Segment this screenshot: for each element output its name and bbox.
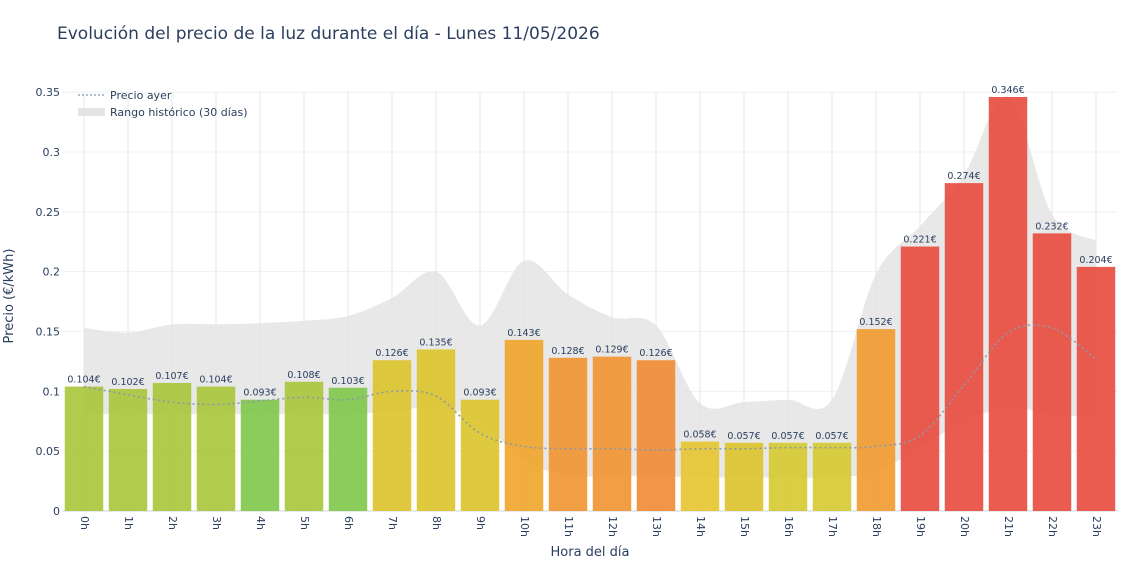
data-label-15h: 0.057€ (727, 431, 760, 442)
bar-21h[interactable] (988, 96, 1028, 511)
data-label-8h: 0.135€ (419, 337, 452, 348)
y-tick-label: 0.3 (43, 146, 61, 159)
bar-15h[interactable] (724, 442, 764, 511)
y-tick-label: 0.05 (36, 445, 61, 458)
x-tick-label-8h: 8h (430, 516, 443, 530)
data-label-16h: 0.057€ (771, 431, 804, 442)
bar-11h[interactable] (548, 357, 588, 511)
data-label-3h: 0.104€ (199, 375, 232, 386)
bar-22h[interactable] (1032, 233, 1072, 511)
x-tick-label-14h: 14h (694, 516, 707, 537)
x-tick-label-21h: 21h (1002, 516, 1015, 537)
x-tick-label-20h: 20h (958, 516, 971, 537)
data-label-14h: 0.058€ (683, 430, 716, 441)
data-label-4h: 0.093€ (243, 388, 276, 399)
data-label-9h: 0.093€ (463, 388, 496, 399)
legend-yesterday-label: Precio ayer (110, 89, 172, 102)
y-tick-label: 0.15 (36, 326, 61, 339)
y-axis-title: Precio (€/kWh) (2, 249, 17, 344)
x-tick-label-19h: 19h (914, 516, 927, 537)
bar-20h[interactable] (944, 183, 984, 512)
data-label-7h: 0.126€ (375, 348, 408, 359)
bar-14h[interactable] (680, 441, 720, 511)
x-tick-label-9h: 9h (474, 516, 487, 530)
data-label-12h: 0.129€ (595, 345, 628, 356)
x-tick-label-3h: 3h (210, 516, 223, 530)
data-label-20h: 0.274€ (947, 171, 980, 182)
x-tick-label-13h: 13h (650, 516, 663, 537)
data-label-17h: 0.057€ (815, 431, 848, 442)
x-tick-label-22h: 22h (1046, 516, 1059, 537)
y-tick-label: 0 (53, 505, 60, 518)
legend-range-label: Rango histórico (30 días) (110, 106, 248, 119)
bar-12h[interactable] (592, 356, 632, 511)
x-tick-label-0h: 0h (78, 516, 91, 530)
bar-17h[interactable] (812, 442, 852, 511)
bar-6h[interactable] (328, 387, 368, 511)
x-tick-label-6h: 6h (342, 516, 355, 530)
data-label-18h: 0.152€ (859, 317, 892, 328)
bar-3h[interactable] (196, 386, 236, 511)
legend[interactable]: Precio ayer Rango histórico (30 días) (78, 89, 248, 119)
data-label-19h: 0.221€ (903, 235, 936, 246)
x-tick-label-17h: 17h (826, 516, 839, 537)
yesterday-price-line (83, 324, 1097, 451)
y-tick-label: 0.25 (36, 206, 61, 219)
bar-5h[interactable] (284, 381, 324, 511)
x-axis-ticks: 0h 1h 2h 3h 4h 5h 6h 7h 8h 9h 10h 11h 12h 13h 14h 15h 16… (78, 516, 1103, 537)
data-label-6h: 0.103€ (331, 376, 364, 387)
x-tick-label-7h: 7h (386, 516, 399, 530)
x-tick-label-5h: 5h (298, 516, 311, 530)
y-axis-ticks: 0 0.05 0.1 0.15 0.2 0.25 0.3 0.35 (36, 86, 61, 518)
historical-range-band (84, 96, 1096, 478)
bar-13h[interactable] (636, 360, 676, 511)
data-label-11h: 0.128€ (551, 346, 584, 357)
bar-0h[interactable] (64, 386, 104, 511)
bar-23h[interactable] (1076, 266, 1116, 511)
bar-18h[interactable] (856, 329, 896, 511)
bar-19h[interactable] (900, 246, 940, 512)
x-axis-title: Hora del día (551, 545, 630, 560)
data-label-21h: 0.346€ (991, 85, 1024, 96)
data-label-0h: 0.104€ (67, 375, 100, 386)
x-tick-label-16h: 16h (782, 516, 795, 537)
chart-title: Evolución del precio de la luz durante e… (57, 24, 600, 44)
data-label-13h: 0.126€ (639, 348, 672, 359)
historical-range-area (84, 96, 1096, 478)
bar-9h[interactable] (460, 399, 500, 511)
bars (64, 96, 1116, 512)
bar-16h[interactable] (768, 442, 808, 511)
data-label-2h: 0.107€ (155, 371, 188, 382)
bar-4h[interactable] (240, 399, 280, 511)
bar-8h[interactable] (416, 349, 456, 511)
data-label-23h: 0.204€ (1079, 255, 1112, 266)
x-tick-label-10h: 10h (518, 516, 531, 537)
bar-1h[interactable] (108, 388, 148, 511)
x-tick-label-2h: 2h (166, 516, 179, 530)
data-label-10h: 0.143€ (507, 328, 540, 339)
data-label-1h: 0.102€ (111, 377, 144, 388)
bar-2h[interactable] (152, 382, 192, 511)
bar-10h[interactable] (504, 339, 544, 511)
yesterday-line-layer (83, 324, 1097, 451)
x-tick-label-18h: 18h (870, 516, 883, 537)
bar-7h[interactable] (372, 360, 412, 511)
x-tick-label-4h: 4h (254, 516, 267, 530)
x-tick-label-15h: 15h (738, 516, 751, 537)
y-tick-label: 0.35 (36, 86, 61, 99)
data-label-22h: 0.232€ (1035, 221, 1068, 232)
data-labels: 0.104€ 0.102€ 0.107€ 0.104€ 0.093€ 0.108€ 0.10… (67, 85, 1112, 442)
x-tick-label-12h: 12h (606, 516, 619, 537)
x-tick-label-23h: 23h (1090, 516, 1103, 537)
legend-range-swatch (78, 108, 105, 116)
data-label-5h: 0.108€ (287, 370, 320, 381)
x-tick-label-1h: 1h (122, 516, 135, 530)
y-tick-label: 0.1 (43, 385, 61, 398)
x-tick-label-11h: 11h (562, 516, 575, 537)
y-tick-label: 0.2 (43, 266, 61, 279)
